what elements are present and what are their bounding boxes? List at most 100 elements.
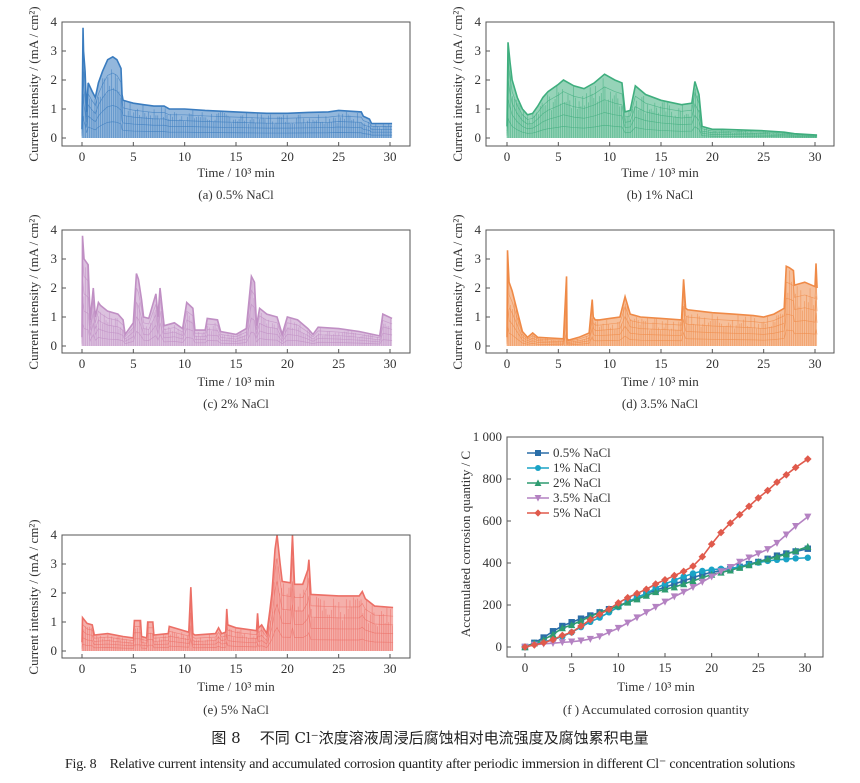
triangle-up-marker <box>661 585 669 593</box>
diamond-marker <box>651 580 660 588</box>
x-tick-label: 25 <box>332 149 345 164</box>
diamond-marker <box>745 502 753 511</box>
x-tick-label: 15 <box>230 149 243 164</box>
x-axis: 0 5 10 15 20 25 30 <box>79 349 397 371</box>
axes-frame <box>485 229 835 354</box>
x-axis: 0 5 10 15 20 25 30 <box>522 653 812 675</box>
diamond-marker <box>530 641 539 649</box>
triangle-down-marker <box>596 633 604 641</box>
x-axis-label: Time / 10³ min <box>197 679 275 694</box>
diamond-marker <box>707 540 716 548</box>
x-axis: 0 5 10 15 20 25 30 <box>504 349 822 371</box>
subplot-caption: (f ) Accumulated corrosion quantity <box>563 702 750 717</box>
y-tick-label: 1 <box>51 614 58 629</box>
x-tick-label: 20 <box>705 660 718 675</box>
triangle-up-marker <box>670 583 678 591</box>
diamond-marker <box>567 628 576 637</box>
triangle-down-marker <box>558 639 566 647</box>
panel-e: 0 5 10 15 20 25 30 0 1 2 3 4 Time / 10³ min Curren… <box>26 519 411 717</box>
diamond-marker <box>717 528 725 537</box>
y-axis-label: Current intensity / (mA / cm²) <box>450 6 465 161</box>
y-tick-label: 3 <box>51 556 58 571</box>
decay-curve <box>506 117 818 138</box>
decay-curve <box>81 323 393 345</box>
y-tick-label: 0 <box>51 338 58 353</box>
x-tick-label: 30 <box>799 660 812 675</box>
x-tick-label: 30 <box>809 356 822 371</box>
diamond-marker <box>623 593 632 602</box>
triangle-down-marker <box>764 546 772 554</box>
current-envelope-fill <box>82 535 394 651</box>
plot-area <box>521 455 812 651</box>
triangle-down-marker <box>586 635 594 643</box>
y-tick-label: 800 <box>483 471 503 486</box>
triangle-down-marker <box>549 640 557 648</box>
axes-frame <box>485 21 835 147</box>
triangle-down-marker <box>736 558 744 566</box>
plot-area <box>506 250 818 346</box>
legend-item: 3.5% NaCl <box>527 490 611 505</box>
subplot-caption: (a) 0.5% NaCl <box>198 187 274 202</box>
circle-marker <box>535 465 541 471</box>
y-tick-label: 1 <box>51 101 58 116</box>
y-axis: 0 1 2 3 4 <box>475 14 490 145</box>
x-tick-label: 5 <box>568 660 575 675</box>
triangle-down-marker <box>614 624 622 632</box>
x-tick-label: 15 <box>230 661 243 676</box>
x-tick-label: 25 <box>757 356 770 371</box>
series-line <box>524 547 808 648</box>
y-tick-label: 2 <box>475 72 482 87</box>
plot-area <box>81 27 393 138</box>
triangle-up-marker <box>577 616 585 624</box>
diamond-marker <box>558 631 567 640</box>
triangle-down-marker <box>792 523 800 531</box>
triangle-down-marker <box>680 588 688 596</box>
diamond-marker <box>782 471 791 479</box>
diamond-marker <box>605 605 613 613</box>
cycle-lines <box>81 264 391 346</box>
triangle-up-marker <box>568 621 576 629</box>
plot-area <box>81 534 394 651</box>
y-tick-label: 0 <box>475 130 482 145</box>
triangle-up-marker <box>633 595 641 603</box>
y-axis: 0 1 2 3 4 <box>51 14 66 145</box>
y-tick-label: 4 <box>51 527 58 542</box>
subplot-caption: (e) 5% NaCl <box>203 702 269 717</box>
decay-curve <box>506 307 818 345</box>
triangle-down-marker <box>577 637 585 645</box>
y-tick-label: 1 000 <box>473 429 502 444</box>
x-tick-label: 25 <box>757 149 770 164</box>
y-tick-label: 2 <box>51 585 58 600</box>
diamond-marker <box>670 571 679 580</box>
panel-a: 0 5 10 15 20 25 30 0 1 2 3 4 Time / 10³ min Curren… <box>26 6 411 202</box>
x-tick-label: 30 <box>384 356 397 371</box>
y-tick-label: 600 <box>483 513 503 528</box>
triangle-up-marker <box>680 580 688 588</box>
triangle-down-marker <box>754 550 762 558</box>
series-5-nacl <box>521 455 812 651</box>
diamond-marker <box>791 463 800 472</box>
triangle-down-marker <box>652 603 660 611</box>
decay-curve <box>81 49 393 132</box>
triangle-up-marker <box>792 547 800 555</box>
x-tick-label: 25 <box>332 356 345 371</box>
triangle-up-marker <box>773 552 781 560</box>
diamond-marker <box>577 622 585 630</box>
circle-marker <box>671 577 678 584</box>
panel-d: 0 5 10 15 20 25 30 0 1 2 3 4 Time / 10³ min Curren… <box>450 214 835 411</box>
y-tick-label: 0 <box>51 130 58 145</box>
triangle-down-marker <box>689 583 697 591</box>
triangle-down-marker <box>782 531 790 539</box>
triangle-up-marker <box>642 591 650 599</box>
x-tick-label: 20 <box>281 661 294 676</box>
x-tick-label: 25 <box>752 660 765 675</box>
diamond-marker <box>642 585 651 594</box>
triangle-down-marker <box>670 593 678 601</box>
triangle-down-marker <box>568 638 576 646</box>
triangle-down-marker <box>633 614 641 622</box>
triangle-up-marker <box>549 630 557 638</box>
x-tick-label: 5 <box>555 356 562 371</box>
x-tick-label: 25 <box>332 661 345 676</box>
